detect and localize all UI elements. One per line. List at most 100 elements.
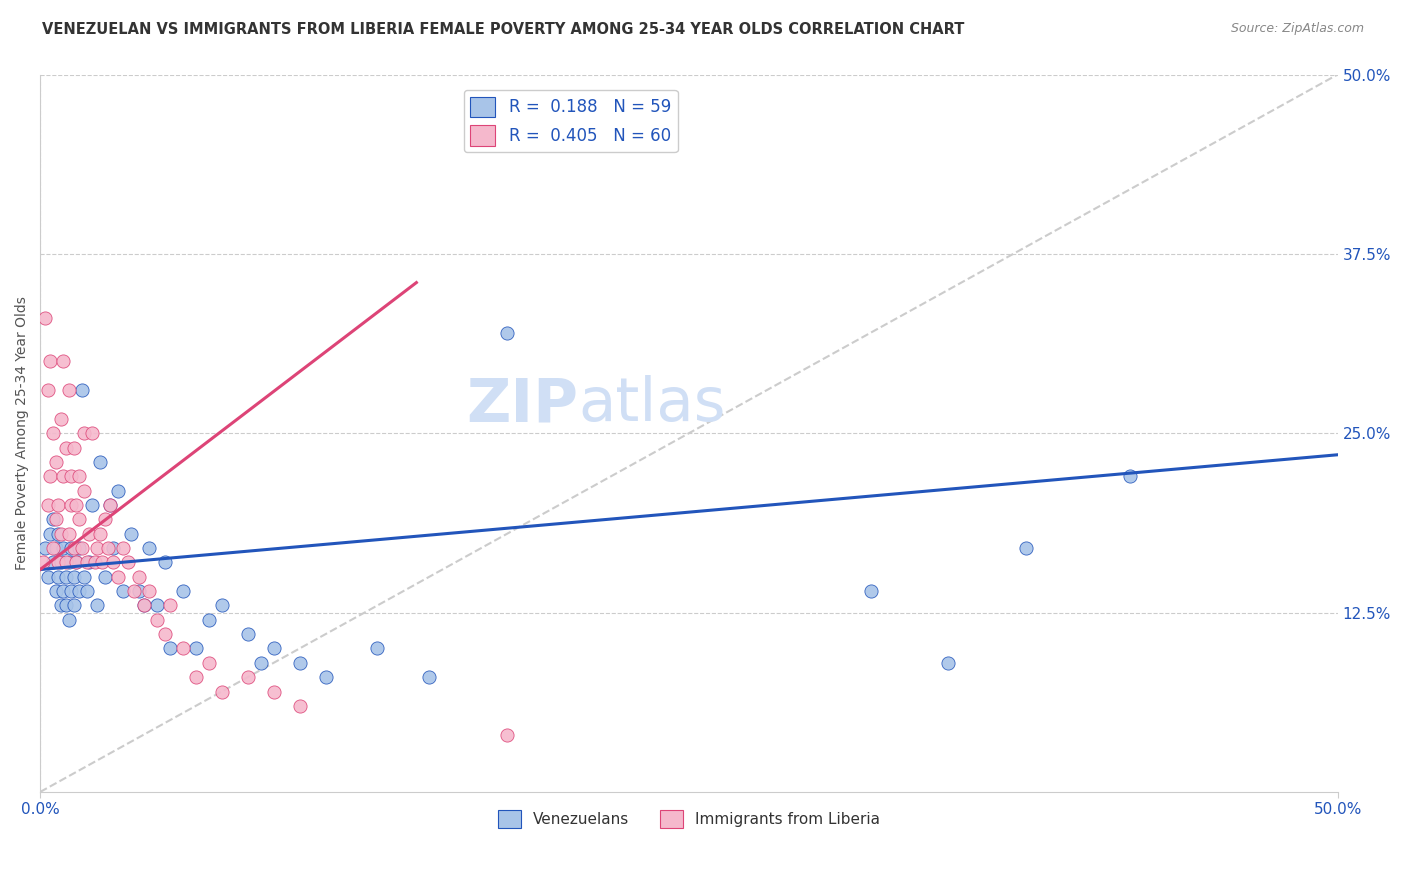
Point xyxy=(55,599,77,613)
Point xyxy=(101,555,124,569)
Point xyxy=(496,326,519,340)
Point xyxy=(63,599,86,613)
Point xyxy=(366,641,388,656)
Point xyxy=(52,469,75,483)
Point xyxy=(37,498,59,512)
Point xyxy=(45,584,67,599)
Point xyxy=(34,311,56,326)
Point xyxy=(60,584,83,599)
Point xyxy=(859,584,882,599)
Point xyxy=(70,541,93,555)
Point xyxy=(97,541,120,555)
Text: ZIP: ZIP xyxy=(467,375,579,434)
Point xyxy=(67,469,90,483)
Point xyxy=(83,555,105,569)
Point xyxy=(46,526,69,541)
Point xyxy=(101,541,124,555)
Point xyxy=(55,570,77,584)
Point xyxy=(315,670,337,684)
Point xyxy=(39,469,62,483)
Point xyxy=(45,541,67,555)
Point xyxy=(63,441,86,455)
Point xyxy=(146,613,169,627)
Point xyxy=(172,584,194,599)
Point xyxy=(117,555,139,569)
Point xyxy=(37,570,59,584)
Point xyxy=(128,584,150,599)
Point xyxy=(39,526,62,541)
Point xyxy=(52,541,75,555)
Point xyxy=(120,526,142,541)
Point xyxy=(132,599,155,613)
Point xyxy=(112,584,135,599)
Point xyxy=(65,555,87,569)
Point xyxy=(49,599,72,613)
Point xyxy=(288,656,311,670)
Point xyxy=(122,584,145,599)
Point xyxy=(184,670,207,684)
Point xyxy=(1119,469,1142,483)
Point xyxy=(263,641,285,656)
Point xyxy=(65,498,87,512)
Point xyxy=(67,512,90,526)
Point xyxy=(49,526,72,541)
Point xyxy=(34,541,56,555)
Point xyxy=(249,656,271,670)
Point xyxy=(146,599,169,613)
Point xyxy=(236,627,259,641)
Point xyxy=(172,641,194,656)
Point xyxy=(153,627,176,641)
Point xyxy=(107,483,129,498)
Point xyxy=(65,555,87,569)
Point xyxy=(52,354,75,368)
Point xyxy=(107,570,129,584)
Point xyxy=(86,541,108,555)
Point xyxy=(58,383,80,397)
Point xyxy=(60,469,83,483)
Point xyxy=(42,512,65,526)
Point xyxy=(67,584,90,599)
Point xyxy=(80,498,103,512)
Point xyxy=(49,412,72,426)
Point xyxy=(211,684,233,698)
Point xyxy=(73,483,96,498)
Point xyxy=(79,555,101,569)
Text: VENEZUELAN VS IMMIGRANTS FROM LIBERIA FEMALE POVERTY AMONG 25-34 YEAR OLDS CORRE: VENEZUELAN VS IMMIGRANTS FROM LIBERIA FE… xyxy=(42,22,965,37)
Point xyxy=(76,584,98,599)
Point xyxy=(42,541,65,555)
Point xyxy=(128,570,150,584)
Point xyxy=(46,570,69,584)
Point xyxy=(60,541,83,555)
Point xyxy=(91,555,114,569)
Text: atlas: atlas xyxy=(579,375,725,434)
Point xyxy=(67,541,90,555)
Point xyxy=(288,698,311,713)
Point xyxy=(46,498,69,512)
Point xyxy=(31,555,53,569)
Y-axis label: Female Poverty Among 25-34 Year Olds: Female Poverty Among 25-34 Year Olds xyxy=(15,296,30,570)
Text: Source: ZipAtlas.com: Source: ZipAtlas.com xyxy=(1230,22,1364,36)
Point xyxy=(159,641,181,656)
Point xyxy=(184,641,207,656)
Point xyxy=(153,555,176,569)
Point xyxy=(112,541,135,555)
Point xyxy=(159,599,181,613)
Point xyxy=(60,498,83,512)
Point xyxy=(63,570,86,584)
Point xyxy=(80,426,103,441)
Point xyxy=(98,498,121,512)
Point xyxy=(496,728,519,742)
Point xyxy=(79,526,101,541)
Point xyxy=(39,354,62,368)
Point xyxy=(132,599,155,613)
Legend: Venezuelans, Immigrants from Liberia: Venezuelans, Immigrants from Liberia xyxy=(492,804,886,835)
Point xyxy=(211,599,233,613)
Point xyxy=(89,526,111,541)
Point xyxy=(197,656,219,670)
Point xyxy=(58,526,80,541)
Point xyxy=(70,383,93,397)
Point xyxy=(58,613,80,627)
Point xyxy=(938,656,960,670)
Point xyxy=(55,555,77,569)
Point xyxy=(1015,541,1038,555)
